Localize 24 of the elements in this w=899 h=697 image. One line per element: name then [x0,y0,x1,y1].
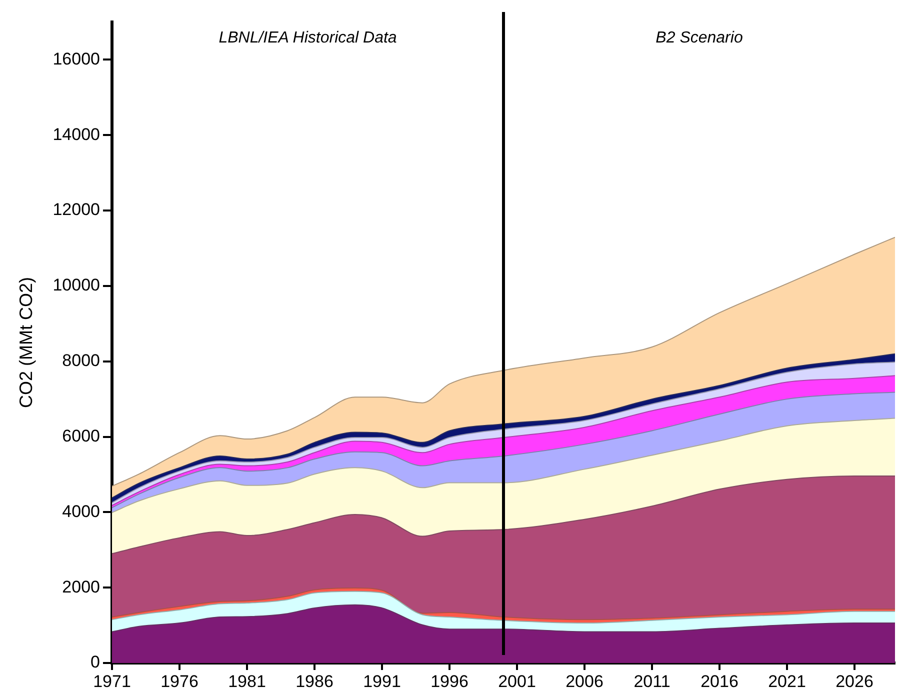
y-tick-label: 16000 [52,49,100,68]
x-tick-label: 1976 [160,672,198,691]
x-tick-label: 2016 [700,672,738,691]
x-tick-label: 1996 [430,672,468,691]
y-tick-label: 4000 [62,502,100,521]
y-tick-label: 10000 [52,276,100,295]
x-tick-label: 1991 [363,672,401,691]
annotation: B2 Scenario [656,29,743,46]
y-tick-label: 12000 [52,200,100,220]
x-tick-label: 1986 [296,672,334,691]
x-tick-label: 1971 [93,672,131,691]
x-tick-label: 2006 [566,672,604,691]
annotation: LBNL/IEA Historical Data [218,29,397,46]
y-tick-label: 8000 [62,351,100,370]
x-tick-label: 2001 [498,672,536,691]
x-tick-label: 1981 [228,672,266,691]
x-tick-label: 2011 [634,672,670,691]
x-tick-label: 2026 [836,672,874,691]
y-axis-title: CO2 (MMt CO2) [16,276,36,408]
y-tick-label: 6000 [62,426,100,446]
y-tick-label: 14000 [52,124,100,144]
y-tick-label: 2000 [62,577,100,596]
x-tick-label: 2021 [768,672,806,691]
y-tick-label: 0 [90,652,100,672]
